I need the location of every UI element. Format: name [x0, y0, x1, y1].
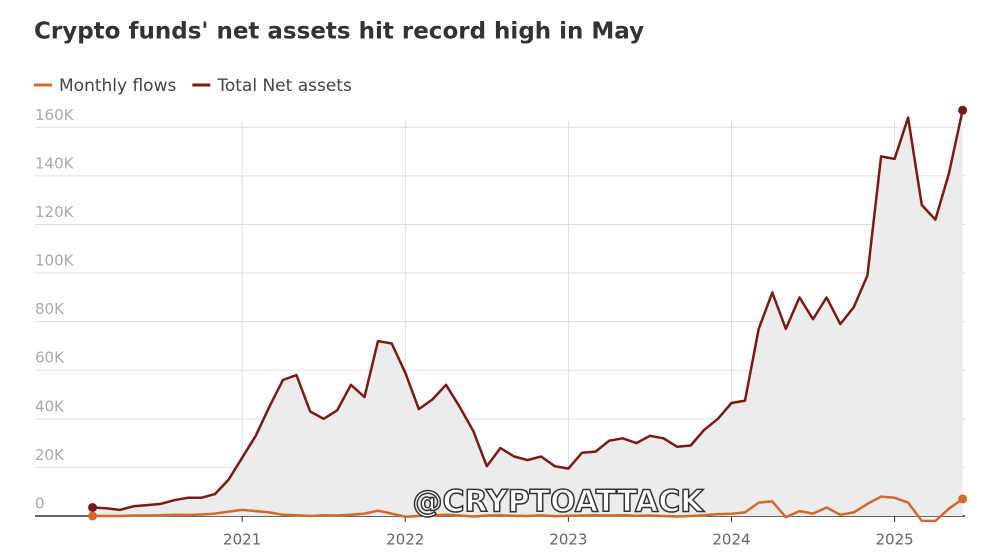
area	[92, 110, 963, 517]
watermark: @CRYPTOATTACK	[412, 485, 705, 520]
end-marker	[88, 511, 98, 521]
y-tick-label: 140K	[35, 154, 75, 172]
x-tick-label: 2022	[386, 531, 424, 549]
chart-title: Crypto funds' net assets hit record high…	[34, 19, 644, 45]
y-tick-label: 40K	[35, 397, 65, 415]
y-tick-label: 160K	[35, 106, 75, 124]
y-tick-label: 120K	[35, 203, 75, 221]
x-tick-label: 2023	[549, 531, 587, 549]
x-tick-label: 2024	[712, 531, 750, 549]
x-tick-label: 2021	[223, 531, 261, 549]
line	[92, 495, 964, 523]
end-marker	[88, 502, 98, 512]
y-tick-label: 100K	[35, 252, 75, 270]
data	[88, 105, 968, 523]
end-marker	[958, 105, 968, 115]
y-tick-label: 80K	[35, 300, 65, 318]
legend: Monthly flows Total Net assets	[34, 76, 352, 96]
x-tick-label: 2025	[876, 531, 914, 549]
legend-label: Total Net assets	[216, 76, 352, 96]
end-marker	[958, 494, 968, 504]
y-tick-label: 60K	[35, 349, 65, 367]
y-tick-label: 0	[35, 495, 45, 513]
legend-label: Monthly flows	[59, 76, 176, 96]
y-tick-label: 20K	[35, 446, 65, 464]
line	[92, 110, 964, 512]
